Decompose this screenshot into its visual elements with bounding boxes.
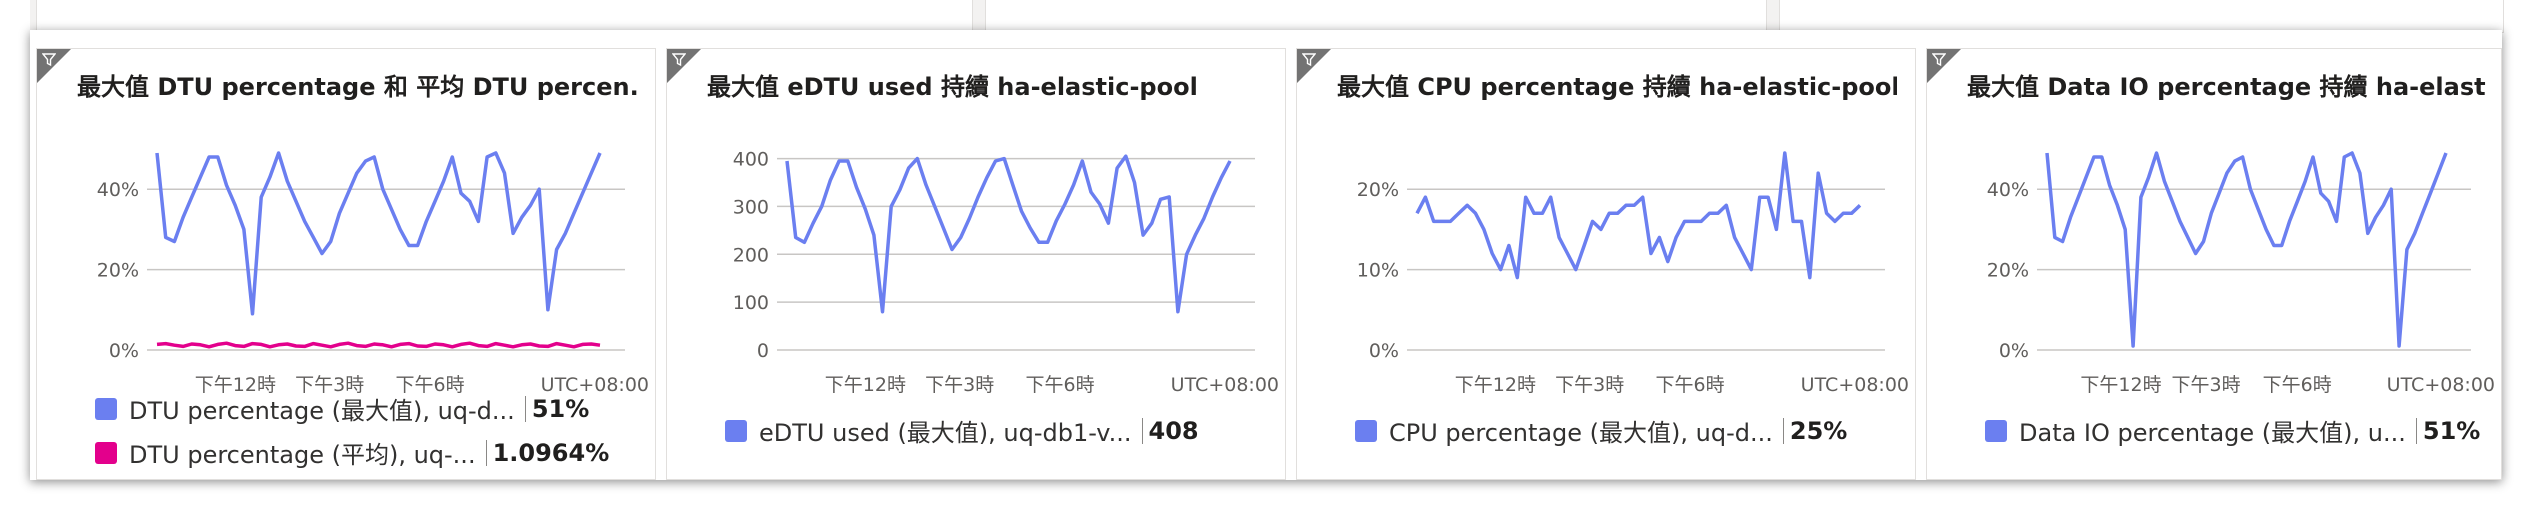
y-tick-label: 100 — [733, 292, 769, 314]
series-line — [155, 151, 602, 316]
legend-label: DTU percentage (最大值), uq-d... — [129, 397, 515, 425]
line-chart[interactable]: 0% 20% 40% 下午12時 下午3時 下午6時 UTC+08:00 — [37, 109, 656, 409]
y-tick-label: 0% — [1999, 340, 2029, 362]
timezone-label: UTC+08:00 — [2387, 374, 2495, 396]
y-tick-label: 0% — [1369, 340, 1399, 362]
series-line — [1415, 151, 1862, 280]
filter-icon[interactable] — [1932, 53, 1946, 67]
legend-separator — [485, 439, 487, 466]
timezone-label: UTC+08:00 — [1171, 374, 1279, 396]
strip-segment — [1779, 0, 2504, 33]
x-tick-label: 下午3時 — [295, 374, 364, 396]
tile-title: 最大值 DTU percentage 和 平均 DTU percen... — [77, 73, 637, 101]
chart-tile-dataio[interactable]: 最大值 Data IO percentage 持續 ha-elastic-...… — [1926, 48, 2502, 480]
x-tick-label: 下午3時 — [925, 374, 994, 396]
filter-icon[interactable] — [42, 53, 56, 67]
y-tick-label: 20% — [97, 260, 139, 282]
x-tick-label: 下午12時 — [825, 374, 906, 396]
x-tick-label: 下午6時 — [396, 374, 465, 396]
y-tick-label: 40% — [97, 179, 139, 201]
x-tick-label: 下午12時 — [2080, 374, 2161, 396]
y-tick-label: 40% — [1987, 179, 2029, 201]
legend-item[interactable]: DTU percentage (最大值), uq-d... 51% — [95, 391, 589, 426]
legend-swatch — [725, 419, 747, 442]
legend-value: 408 — [1148, 416, 1199, 445]
line-chart[interactable]: 0% 20% 40% 下午12時 下午3時 下午6時 UTC+08:00 — [1927, 109, 2502, 409]
x-tick-label: 下午6時 — [1656, 374, 1725, 396]
legend-swatch — [1985, 419, 2007, 442]
y-tick-label: 10% — [1357, 260, 1399, 282]
legend-separator — [524, 395, 526, 422]
line-chart[interactable]: 0% 10% 20% 下午12時 下午3時 下午6時 UTC+08:00 — [1297, 109, 1916, 409]
legend-separator — [1782, 417, 1784, 444]
legend-label: CPU percentage (最大值), uq-d... — [1389, 419, 1773, 447]
series-line — [156, 341, 601, 349]
x-tick-label: 下午12時 — [195, 374, 276, 396]
legend-item[interactable]: DTU percentage (平均), uq-... 1.0964% — [95, 435, 609, 470]
y-tick-label: 0 — [757, 340, 769, 362]
strip-segment — [985, 0, 1767, 33]
legend-value: 51% — [2422, 416, 2481, 445]
x-tick-label: 下午3時 — [1555, 374, 1624, 396]
legend-swatch — [1355, 419, 1377, 442]
top-strip — [30, 0, 2504, 39]
tile-title: 最大值 CPU percentage 持續 ha-elastic-pool — [1337, 73, 1897, 101]
tile-title: 最大值 Data IO percentage 持續 ha-elastic-... — [1967, 73, 2487, 101]
legend-item[interactable]: eDTU used (最大值), uq-db1-v... 408 — [725, 413, 1199, 448]
legend-separator — [2415, 417, 2417, 444]
y-tick-label: 20% — [1357, 179, 1399, 201]
tile-title: 最大值 eDTU used 持續 ha-elastic-pool — [707, 73, 1198, 101]
legend-item[interactable]: Data IO percentage (最大值), u... 51% — [1985, 413, 2480, 448]
strip-segment — [36, 0, 973, 33]
series-line — [785, 154, 1232, 314]
legend-item[interactable]: CPU percentage (最大值), uq-d... 25% — [1355, 413, 1847, 448]
y-tick-label: 300 — [733, 196, 769, 218]
legend-value: 51% — [531, 394, 590, 423]
y-tick-label: 200 — [733, 244, 769, 266]
timezone-label: UTC+08:00 — [1801, 374, 1909, 396]
x-tick-label: 下午6時 — [2263, 374, 2332, 396]
legend-label: Data IO percentage (最大值), u... — [2019, 419, 2406, 447]
filter-icon[interactable] — [1302, 53, 1316, 67]
y-tick-label: 20% — [1987, 260, 2029, 282]
legend-swatch — [95, 441, 117, 464]
x-tick-label: 下午6時 — [1026, 374, 1095, 396]
y-tick-label: 400 — [733, 149, 769, 171]
legend-separator — [1141, 417, 1143, 444]
legend-label: eDTU used (最大值), uq-db1-v... — [759, 419, 1132, 447]
series-line — [2045, 151, 2448, 348]
chart-tile-dtu[interactable]: 最大值 DTU percentage 和 平均 DTU percen... 0%… — [36, 48, 656, 480]
legend-label: DTU percentage (平均), uq-... — [129, 441, 476, 469]
filter-icon[interactable] — [672, 53, 686, 67]
chart-tile-edtu[interactable]: 最大值 eDTU used 持續 ha-elastic-pool 0 100 200… — [666, 48, 1286, 480]
legend-swatch — [95, 397, 117, 420]
legend-value: 1.0964% — [492, 438, 610, 467]
y-tick-label: 0% — [109, 340, 139, 362]
legend-value: 25% — [1789, 416, 1848, 445]
x-tick-label: 下午3時 — [2172, 374, 2241, 396]
line-chart[interactable]: 0 100 200 300 400 下午12時 下午3時 下午6時 UTC+08:00 — [667, 109, 1286, 409]
chart-tile-cpu[interactable]: 最大值 CPU percentage 持續 ha-elastic-pool 0%… — [1296, 48, 1916, 480]
timezone-label: UTC+08:00 — [541, 374, 649, 396]
x-tick-label: 下午12時 — [1455, 374, 1536, 396]
